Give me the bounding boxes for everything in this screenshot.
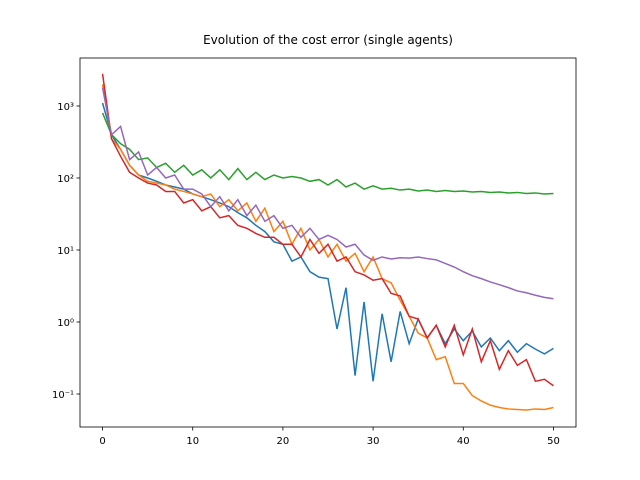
x-tick-label: 0: [99, 436, 105, 447]
x-tick-label: 30: [367, 436, 380, 447]
data-line: [101, 87, 554, 300]
y-tick-label: 10⁰: [57, 318, 74, 329]
x-tick-label: 40: [457, 436, 470, 447]
x-tick-label: 20: [277, 436, 290, 447]
data-line: [101, 84, 554, 411]
data-line: [101, 73, 554, 387]
y-tick-label: 10⁻¹: [52, 390, 74, 401]
x-tick-label: 10: [186, 436, 199, 447]
y-tick-label: 10¹: [57, 246, 74, 257]
data-line: [101, 102, 554, 382]
y-tick-label: 10³: [57, 102, 74, 113]
data-line: [101, 112, 554, 195]
x-tick-label: 50: [547, 436, 560, 447]
chart-title: Evolution of the cost error (single agen…: [203, 33, 453, 47]
axes-frame: [79, 57, 577, 428]
y-tick-label: 10²: [57, 174, 74, 185]
